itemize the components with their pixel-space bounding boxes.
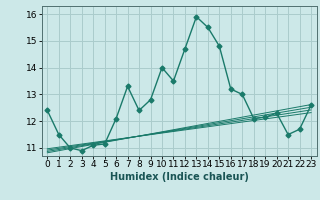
X-axis label: Humidex (Indice chaleur): Humidex (Indice chaleur)	[110, 172, 249, 182]
